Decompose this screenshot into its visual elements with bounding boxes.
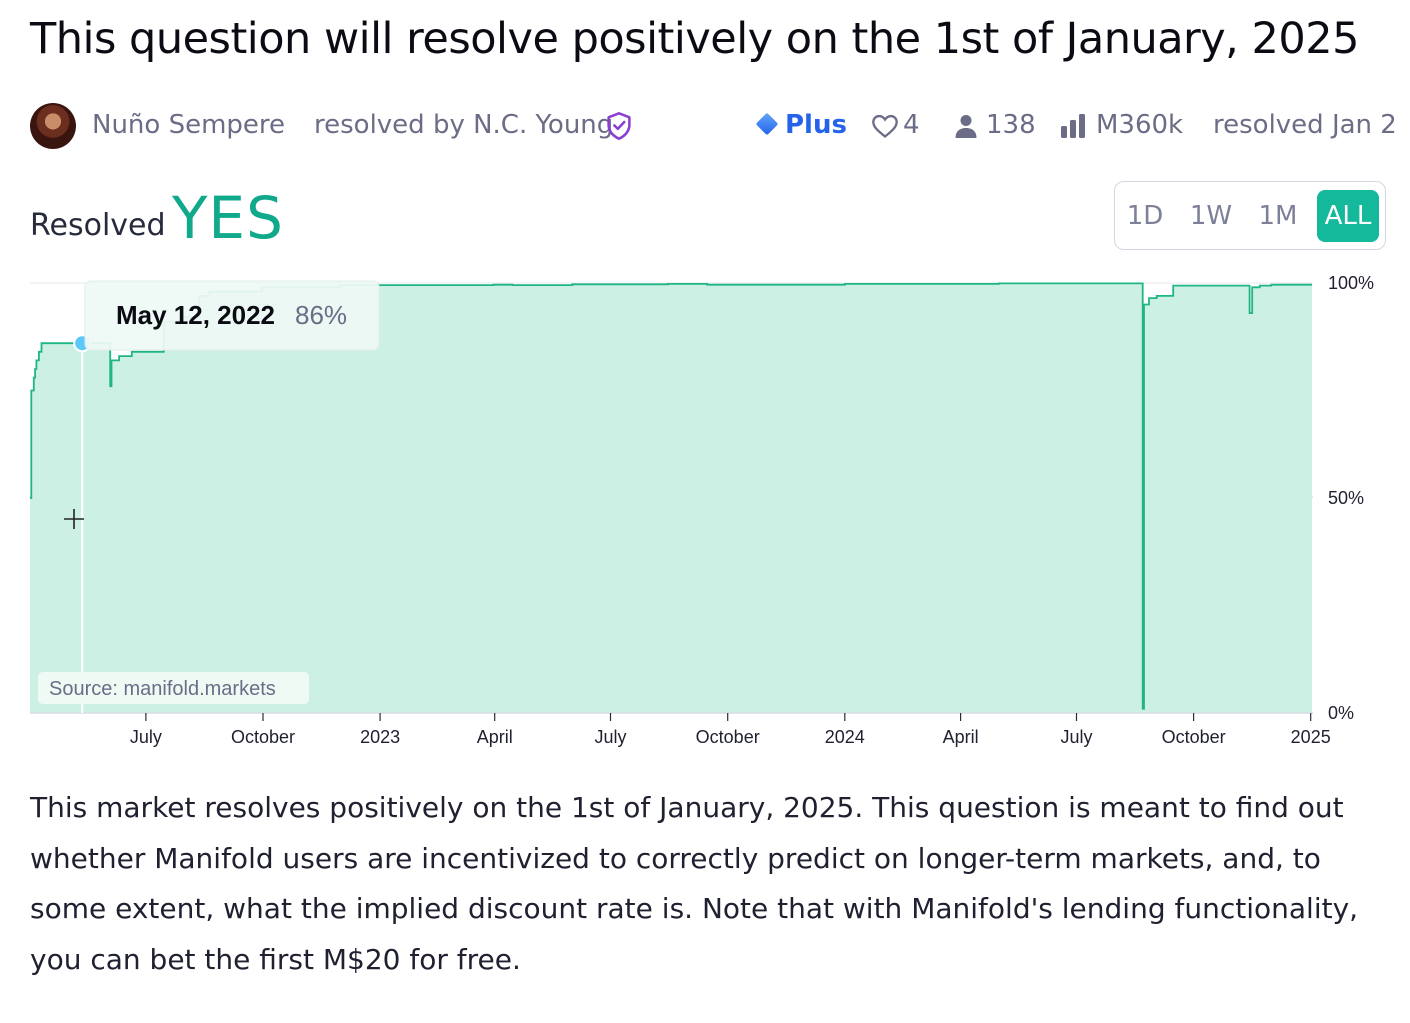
crosshair-cursor-icon bbox=[64, 509, 84, 529]
source-label: Source: manifold.markets bbox=[38, 672, 309, 704]
x-tick-label: 2024 bbox=[825, 727, 865, 747]
plus-label: Plus bbox=[785, 110, 847, 140]
resolved-by-text: resolved by N.C. Young bbox=[314, 110, 614, 140]
tooltip-value: 86% bbox=[295, 300, 347, 330]
bar-chart-icon bbox=[1061, 114, 1085, 138]
plus-badge[interactable]: Plus bbox=[755, 110, 847, 140]
tooltip-date: May 12, 2022 bbox=[116, 300, 275, 330]
volume-value: M360k bbox=[1096, 110, 1184, 140]
x-axis: July October 2023 April July October 2024 April… bbox=[130, 713, 1331, 747]
resolution-value: YES bbox=[172, 184, 284, 252]
probability-chart[interactable]: 0% 50% 100% July October 2023 April July Octobe… bbox=[0, 265, 1410, 755]
probability-line bbox=[30, 282, 1312, 710]
market-title: This question will resolve positively on… bbox=[30, 14, 1359, 64]
resolved-date: resolved Jan 2 bbox=[1213, 110, 1397, 140]
time-range-selector: 1D 1W 1M ALL bbox=[1114, 181, 1386, 250]
market-description: This market resolves positively on the 1… bbox=[30, 791, 1359, 976]
x-tick-label: April bbox=[477, 727, 513, 747]
x-tick-label: October bbox=[231, 727, 295, 747]
resolution-label: Resolved bbox=[30, 208, 166, 243]
x-tick-label: July bbox=[1060, 727, 1092, 747]
x-tick-label: October bbox=[696, 727, 760, 747]
traders-count: 138 bbox=[986, 110, 1036, 140]
range-1w-button[interactable]: 1W bbox=[1189, 201, 1233, 231]
avatar[interactable] bbox=[30, 103, 76, 149]
person-icon bbox=[955, 115, 977, 138]
source-text: Source: manifold.markets bbox=[49, 678, 276, 700]
heart-icon[interactable] bbox=[871, 113, 899, 139]
range-all-button[interactable]: ALL bbox=[1317, 190, 1379, 242]
plus-diamond-icon bbox=[755, 112, 779, 136]
y-tick-label: 0% bbox=[1328, 703, 1354, 723]
range-1m-button[interactable]: 1M bbox=[1258, 201, 1298, 231]
likes-count: 4 bbox=[903, 110, 920, 140]
x-tick-label: October bbox=[1162, 727, 1226, 747]
moderator-shield-icon bbox=[607, 112, 631, 140]
creator-name[interactable]: Nuño Sempere bbox=[92, 110, 286, 140]
y-axis: 0% 50% 100% bbox=[1328, 273, 1374, 723]
probability-area bbox=[30, 283, 1312, 713]
y-tick-label: 100% bbox=[1328, 273, 1374, 293]
x-tick-label: 2023 bbox=[360, 727, 400, 747]
x-tick-label: July bbox=[130, 727, 162, 747]
x-tick-label: April bbox=[943, 727, 979, 747]
y-tick-label: 50% bbox=[1328, 488, 1364, 508]
x-tick-label: July bbox=[594, 727, 626, 747]
market-info-bar: Nuño Sempere resolved by N.C. Young Plus… bbox=[0, 100, 1410, 152]
range-1d-button[interactable]: 1D bbox=[1126, 201, 1164, 231]
x-tick-label: 2025 bbox=[1291, 727, 1331, 747]
hover-tooltip: May 12, 2022 86% bbox=[84, 280, 380, 351]
